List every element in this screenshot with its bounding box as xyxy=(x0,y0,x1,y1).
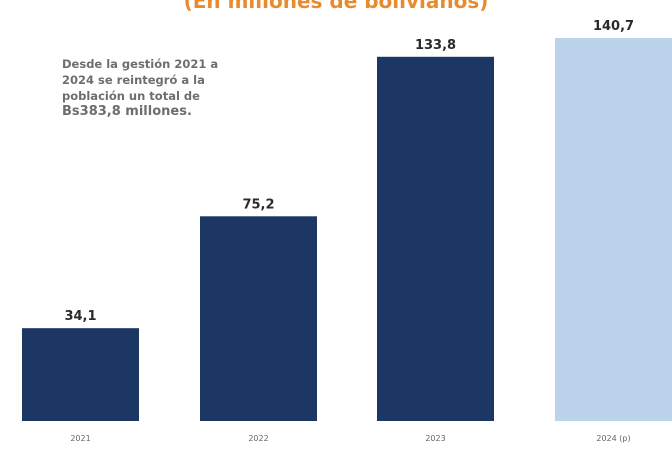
bar-value-label: 75,2 xyxy=(242,197,274,212)
bar-2023 xyxy=(377,56,494,421)
bar-2024-p xyxy=(555,38,672,421)
bar-value-label: 133,8 xyxy=(415,38,456,53)
x-tick-label: 2023 xyxy=(425,434,445,443)
annotation-line: población un total de xyxy=(62,89,200,103)
annotation-line: Desde la gestión 2021 a xyxy=(62,57,219,71)
x-tick-label: 2021 xyxy=(70,434,90,443)
x-tick-label: 2024 (p) xyxy=(596,434,630,443)
bar-2021 xyxy=(22,328,139,421)
bar-value-label: 34,1 xyxy=(64,309,96,324)
x-tick-label: 2022 xyxy=(248,434,268,443)
annotation-line: 2024 se reintegró a la xyxy=(62,73,205,87)
chart-subtitle: (En millones de bolivianos) xyxy=(183,0,489,13)
bar-2022 xyxy=(200,216,317,421)
annotation-line: Bs383,8 millones. xyxy=(62,104,192,119)
bar-value-label: 140,7 xyxy=(593,19,634,34)
chart-annotation: Desde la gestión 2021 a 2024 se reintegr… xyxy=(62,56,292,120)
